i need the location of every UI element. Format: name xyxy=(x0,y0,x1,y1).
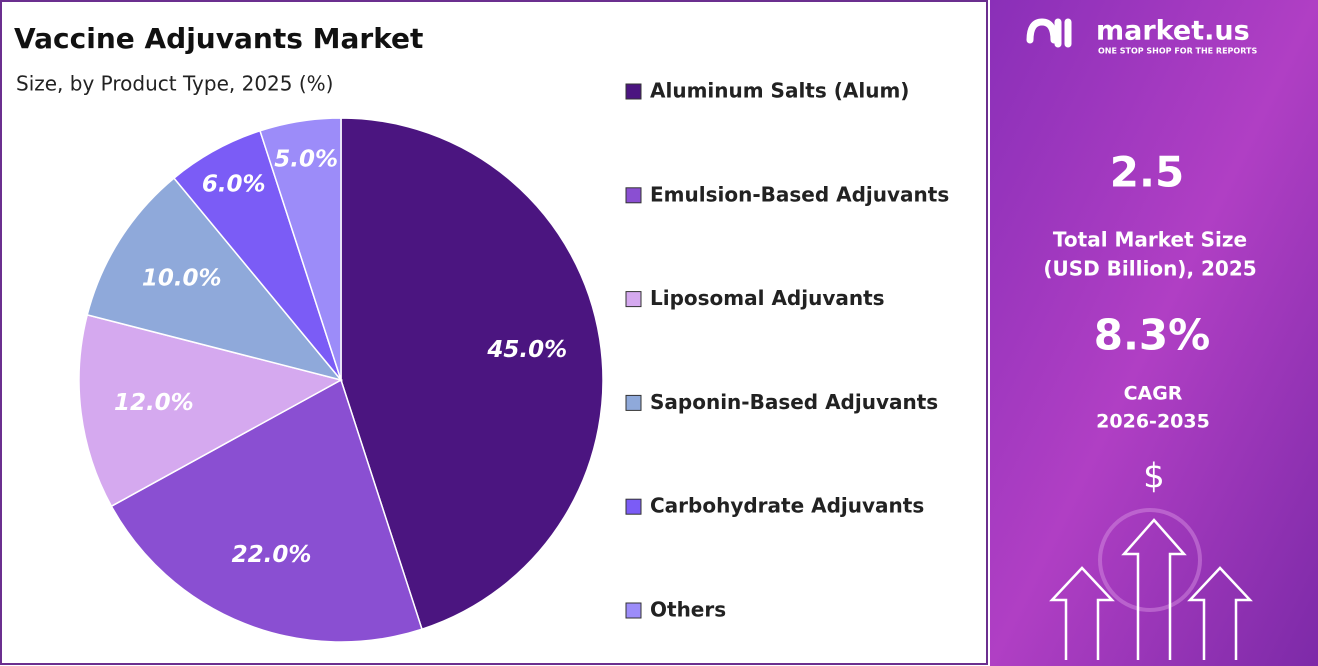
cagr: 8.3% xyxy=(1094,311,1210,360)
legend-label: Aluminum Salts (Alum) xyxy=(650,79,909,103)
cagr-label: CAGR xyxy=(1124,383,1183,405)
pie-slice xyxy=(340,117,604,631)
legend-swatch xyxy=(625,291,642,308)
legend-swatch xyxy=(625,187,642,204)
side-panel: market.us ONE STOP SHOP FOR THE REPORTS … xyxy=(990,0,1318,666)
pie-slice xyxy=(110,378,423,643)
pie-slice xyxy=(86,177,344,382)
legend-label: Others xyxy=(650,598,726,622)
chart-title: Vaccine Adjuvants Market xyxy=(14,22,423,55)
value-label: 10.0% xyxy=(142,265,222,291)
value-label: 22.0% xyxy=(232,542,312,568)
legend-label: Carbohydrate Adjuvants xyxy=(650,494,924,518)
panel-decoration xyxy=(1098,508,1202,612)
panel-background xyxy=(990,0,1318,666)
pie-slice xyxy=(259,117,342,381)
legend-swatch xyxy=(625,498,642,515)
arrows xyxy=(1049,518,1253,660)
legend-swatch xyxy=(625,83,642,100)
pie-slice xyxy=(78,313,344,508)
legend-label: Liposomal Adjuvants xyxy=(650,286,885,310)
brand: market.us xyxy=(1096,16,1250,47)
value-label: 12.0% xyxy=(114,390,194,416)
chart-subtitle: Size, by Product Type, 2025 (%) xyxy=(16,72,333,96)
market-size: 2.5 xyxy=(1110,148,1184,197)
logo-icon xyxy=(1026,18,1072,48)
legend-swatch xyxy=(625,602,642,619)
value-label: 5.0% xyxy=(274,147,338,173)
legend-label: Saponin-Based Adjuvants xyxy=(650,390,938,414)
tagline: ONE STOP SHOP FOR THE REPORTS xyxy=(1098,47,1257,56)
value-label: 6.0% xyxy=(202,171,266,197)
value-label: 45.0% xyxy=(486,337,567,363)
legend-swatch xyxy=(625,394,642,411)
legend-label: Emulsion-Based Adjuvants xyxy=(650,182,949,206)
currency: $ xyxy=(1143,457,1165,497)
cagr-label: 2026-2035 xyxy=(1096,411,1210,433)
market-size-label: Total Market Size xyxy=(1053,228,1247,252)
market-size-label: (USD Billion), 2025 xyxy=(1043,257,1256,281)
